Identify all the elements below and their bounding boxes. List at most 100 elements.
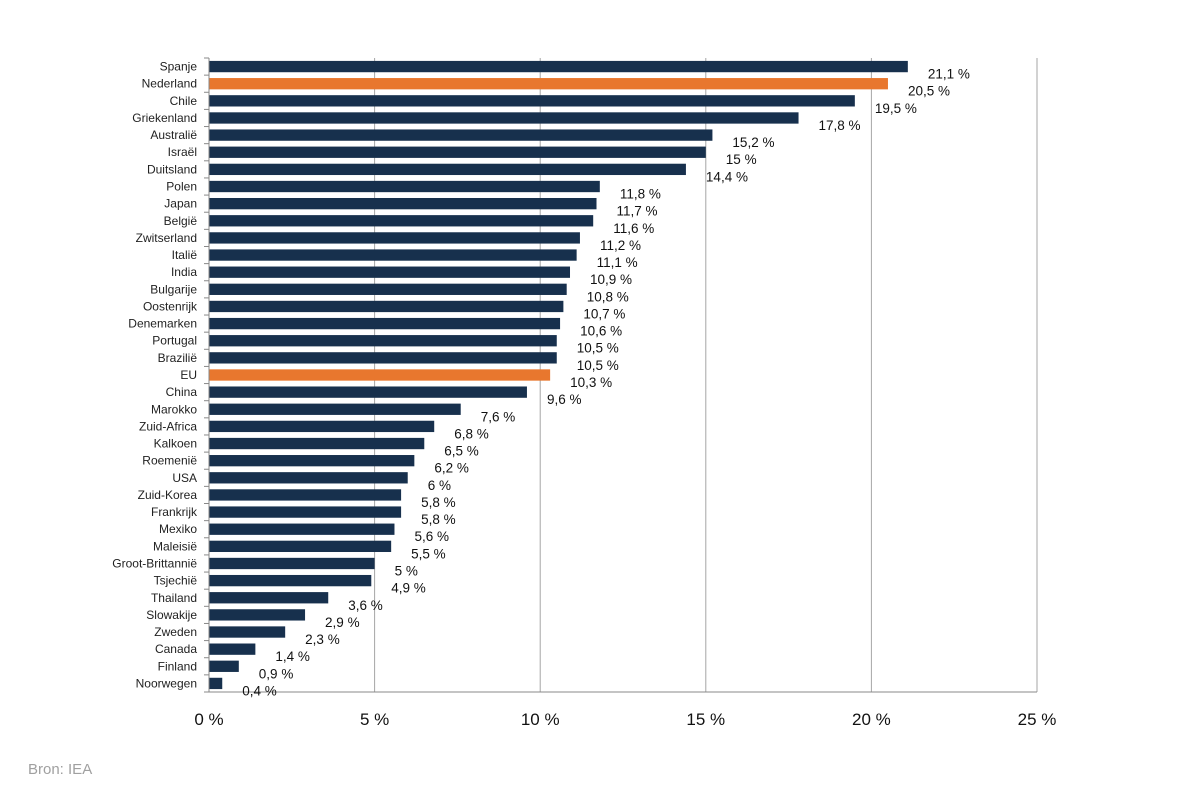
bar [209,335,557,347]
value-label: 11,2 % [600,238,641,253]
bar [209,266,571,278]
value-label: 19,5 % [875,101,917,116]
bars [209,60,908,690]
bar [209,455,415,467]
value-label: 6,8 % [454,426,489,441]
bar [209,215,594,227]
category-label: Slowakije [146,608,197,622]
category-label: Oostenrijk [143,299,198,313]
category-label: Japan [164,197,197,211]
category-label: Mexiko [159,522,197,536]
bar [209,437,425,450]
value-label: 6,2 % [434,461,469,476]
category-label: Chile [170,94,198,108]
x-tick-label: 5 % [360,710,389,729]
bar [209,180,600,193]
category-label: Nederland [142,77,197,91]
source-note: Bron: IEA [28,761,93,778]
category-label: Brazilië [158,351,198,365]
bar [209,506,402,518]
bar [209,112,799,124]
value-label: 1,4 % [275,649,310,664]
category-label: Thailand [151,591,197,605]
value-label: 5 % [395,563,418,578]
category-label: Bulgarije [150,282,197,296]
category-label: EU [180,368,197,382]
value-label: 11,8 % [620,187,661,202]
bar [209,352,557,364]
value-label: 17,8 % [819,118,861,133]
bar [209,660,239,672]
bar [209,609,306,621]
category-label: Zuid-Korea [138,488,198,502]
value-label: 10,3 % [570,375,612,390]
bar [209,489,402,501]
category-label: Zweden [154,625,197,639]
category-label: Roemenië [142,454,197,468]
bar-highlighted [209,78,888,90]
category-label: Australië [150,128,197,142]
x-tick-label: 10 % [521,710,560,729]
category-label: Tsjechië [154,574,198,588]
value-label: 5,8 % [421,512,456,527]
bar [209,249,577,261]
bar [209,163,686,176]
bar [209,146,706,158]
value-label: 5,6 % [414,529,449,544]
bar [209,60,908,73]
category-label: België [164,214,198,228]
category-label: Denemarken [128,317,197,331]
category-label: China [166,385,198,399]
bar [209,386,527,398]
value-label: 15,2 % [732,135,774,150]
category-label: Noorwegen [136,676,197,690]
value-label: 10,9 % [590,272,632,287]
bar-highlighted [209,369,551,381]
value-label: 7,6 % [481,409,516,424]
x-tick-label: 25 % [1018,710,1057,729]
x-tick-label: 0 % [194,710,223,729]
value-label: 21,1 % [928,67,970,82]
value-label: 11,6 % [613,221,654,236]
value-label: 10,8 % [587,289,629,304]
category-label: Spanje [160,60,198,74]
bar [209,592,329,604]
value-label: 10,6 % [580,324,622,339]
value-label: 11,1 % [597,255,638,270]
bar [209,574,372,587]
category-label: Finland [158,659,197,673]
bar [209,95,855,107]
labels: 0 % 5 % 10 % 15 % 20 % 25 % Spanje 21,1 % Nederl… [112,60,1056,729]
bar [209,232,580,244]
category-label: Frankrijk [151,505,198,519]
category-label: Israël [168,145,197,159]
category-label: Italië [172,248,198,262]
value-label: 10,7 % [583,306,625,321]
category-label: Maleisië [153,539,197,553]
category-label: Marokko [151,402,197,416]
bar [209,472,408,484]
bar [209,643,256,655]
value-label: 4,9 % [391,581,426,596]
value-label: 14,4 % [706,169,748,184]
bar [209,540,392,553]
category-label: India [171,265,197,279]
value-label: 10,5 % [577,341,619,356]
category-label: Kalkoen [154,437,197,451]
bar [209,283,567,295]
category-label: Portugal [152,334,197,348]
category-label: Zwitserland [136,231,197,245]
bar [209,626,286,638]
value-label: 0,9 % [259,666,294,681]
axes [204,57,1037,693]
category-label: Polen [166,180,197,194]
value-label: 20,5 % [908,84,950,99]
category-label: Canada [155,642,197,656]
x-tick-label: 15 % [686,710,725,729]
category-label: USA [172,471,197,485]
value-label: 5,8 % [421,495,456,510]
bar [209,523,395,535]
value-label: 9,6 % [547,392,582,407]
value-label: 0,4 % [242,683,277,698]
